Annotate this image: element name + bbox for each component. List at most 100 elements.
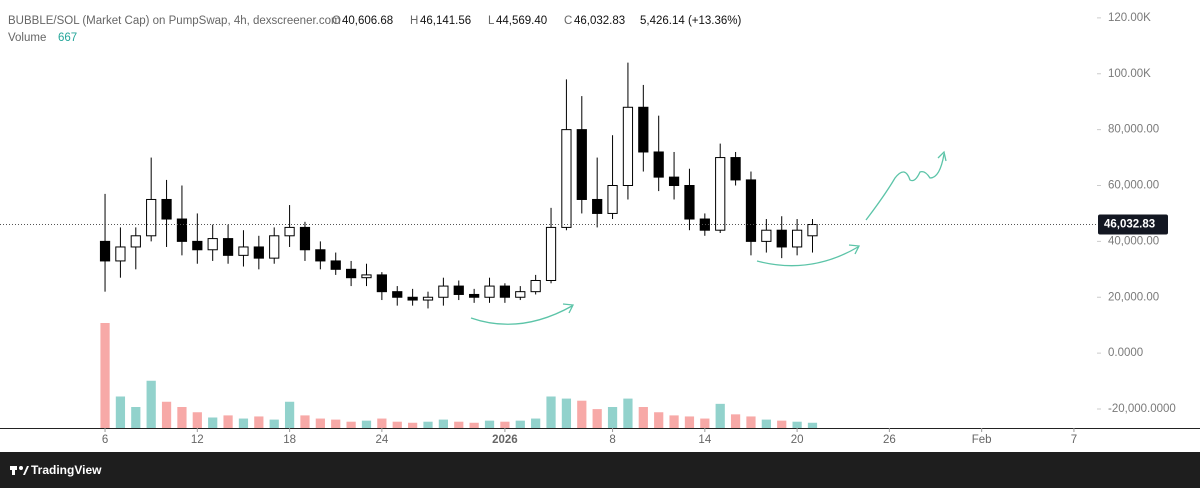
candle-body xyxy=(345,268,357,279)
y-tick-label: 100.00K xyxy=(1108,68,1151,80)
volume-bar xyxy=(423,421,433,428)
x-tick-label: 18 xyxy=(283,434,296,446)
volume-bar xyxy=(284,401,295,428)
volume-bar xyxy=(761,419,771,428)
logo-part xyxy=(19,466,23,470)
y-tick-label: -20,000.0000 xyxy=(1108,403,1176,415)
candle-body xyxy=(469,293,480,298)
volume-bar xyxy=(454,421,464,428)
volume-bar xyxy=(131,407,141,428)
volume-bar xyxy=(223,415,233,428)
candle-body xyxy=(407,296,418,301)
legend-letter: C xyxy=(564,15,572,27)
candle-body xyxy=(684,185,695,220)
volume-bar xyxy=(254,416,264,428)
legend-value: 46,032.83 xyxy=(574,15,625,27)
legend-letter: H xyxy=(410,15,418,27)
x-tick-label: 6 xyxy=(102,434,108,446)
volume-bar xyxy=(592,409,602,428)
candle-body xyxy=(284,226,295,237)
candle-body xyxy=(791,229,803,248)
legend-letter: L xyxy=(488,15,495,27)
price-label: 46,032.83 xyxy=(1104,219,1155,231)
x-tick-label: 2026 xyxy=(492,434,518,446)
candle-body xyxy=(146,198,157,237)
legend-value: 46,141.56 xyxy=(420,15,471,27)
candle-body xyxy=(499,285,511,298)
volume-bar xyxy=(438,419,448,428)
volume-bar xyxy=(300,415,310,428)
candle-body xyxy=(361,274,372,279)
x-tick-label: Feb xyxy=(972,434,992,446)
candle-body xyxy=(176,218,188,242)
candle-body xyxy=(592,198,603,214)
candle-body xyxy=(315,249,326,262)
legend-value: 40,606.68 xyxy=(342,15,393,27)
candle-body xyxy=(392,291,403,298)
volume-bar xyxy=(700,418,710,428)
volume-bar xyxy=(469,422,479,428)
volume-bar xyxy=(654,412,664,428)
volume-bar xyxy=(238,418,249,428)
volume-bar xyxy=(730,414,741,428)
volume-bar xyxy=(638,407,648,428)
candle-body xyxy=(561,129,572,228)
volume-bar xyxy=(715,403,725,428)
volume-bar xyxy=(208,417,218,428)
candle-body xyxy=(222,238,234,256)
volume-bar xyxy=(623,398,633,428)
volume-bar xyxy=(515,420,525,428)
volume-bar xyxy=(161,401,172,428)
candle-body xyxy=(745,179,757,242)
candle-body xyxy=(299,226,311,251)
volume-bar xyxy=(331,419,341,428)
hand-arrow-head xyxy=(848,244,861,255)
x-tick-label: 7 xyxy=(1071,434,1077,446)
volume-bar xyxy=(531,418,541,428)
volume-bar xyxy=(100,323,110,428)
volume-bar xyxy=(361,420,372,428)
volume-bar xyxy=(500,421,510,428)
y-tick-label: 120.00K xyxy=(1108,12,1151,24)
candle-body xyxy=(668,176,680,187)
candle-body xyxy=(653,151,664,178)
candle-body xyxy=(545,226,557,281)
hand-arrow-head xyxy=(562,303,575,314)
candle-body xyxy=(99,240,111,262)
hand-arrow xyxy=(865,153,945,221)
candle-body xyxy=(438,285,449,298)
volume-bar xyxy=(192,412,202,428)
volume-bar xyxy=(408,422,418,428)
candle-body xyxy=(530,279,541,293)
y-tick-label: 20,000.00 xyxy=(1108,291,1159,303)
volume-bar xyxy=(746,416,756,428)
x-tick-label: 26 xyxy=(883,434,896,446)
x-tick-label: 24 xyxy=(375,434,388,446)
logo-part xyxy=(23,466,29,475)
candle-body xyxy=(422,296,434,301)
volume-label: Volume xyxy=(8,32,46,44)
candle-body xyxy=(576,129,587,200)
volume-bar xyxy=(807,422,818,428)
candle-body xyxy=(730,157,741,181)
candle-body xyxy=(622,106,634,187)
candle-body xyxy=(484,285,495,298)
y-tick-label: 0.0000 xyxy=(1108,347,1143,359)
volume-value: 667 xyxy=(58,32,77,44)
volume-bar xyxy=(315,418,325,428)
brand: TradingView xyxy=(31,463,102,477)
candle-body xyxy=(238,246,249,256)
volume-bar xyxy=(392,421,402,428)
chart-title: BUBBLE/SOL (Market Cap) on PumpSwap, 4h,… xyxy=(8,15,341,27)
volume-bar xyxy=(115,396,126,428)
footer xyxy=(0,452,1200,488)
candle-body xyxy=(761,229,772,242)
volume-bar xyxy=(346,421,356,428)
x-tick-label: 12 xyxy=(191,434,204,446)
legend-change: 5,426.14 (+13.36%) xyxy=(640,15,742,27)
hand-arrow xyxy=(470,305,573,325)
candle-body xyxy=(638,106,649,153)
candle-body xyxy=(269,235,280,259)
annotations xyxy=(470,150,947,325)
